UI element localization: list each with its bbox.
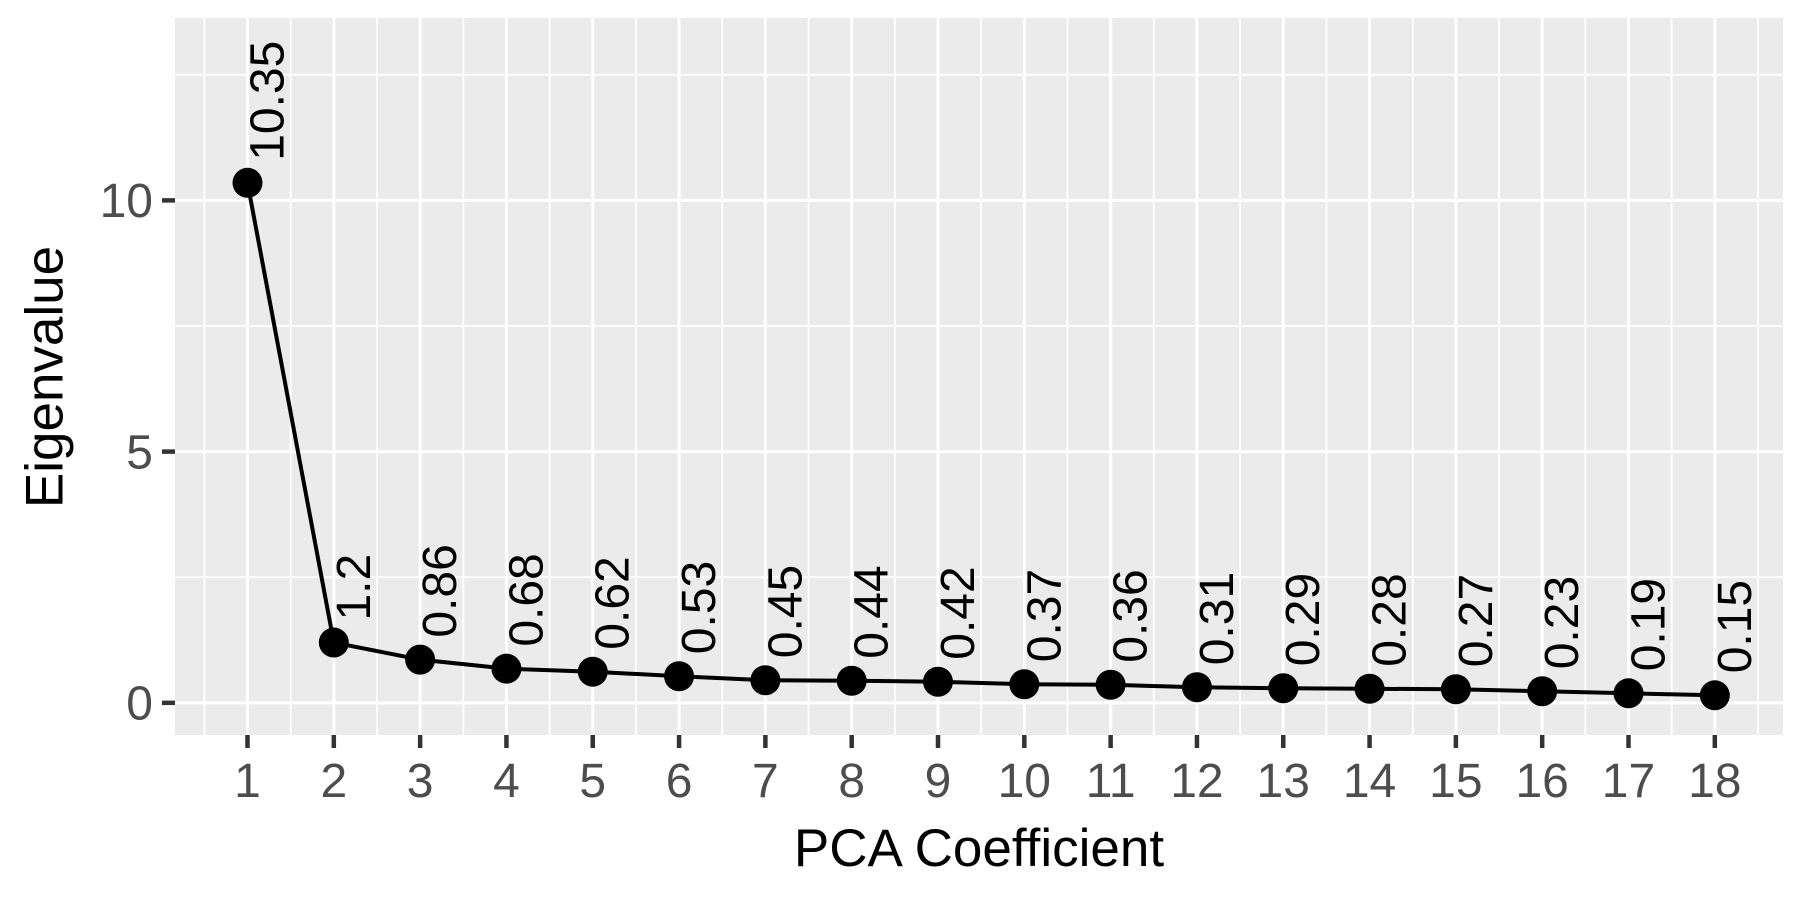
data-point-label: 0.53 [673,561,726,654]
x-tick-label: 18 [1688,755,1741,808]
x-tick-label: 16 [1515,755,1568,808]
x-tick-label: 12 [1170,755,1223,808]
panel-background [175,18,1783,735]
x-tick-label: 10 [998,755,1051,808]
y-tick-label: 5 [126,426,153,479]
y-tick-label: 10 [100,175,153,228]
data-point-label: 0.28 [1364,573,1417,666]
data-point-label: 0.29 [1277,573,1330,666]
x-tick-label: 14 [1343,755,1396,808]
data-point [836,665,867,696]
data-point [405,644,436,675]
data-point-label: 0.44 [846,565,899,658]
data-point [1527,676,1558,707]
data-point-label: 0.31 [1191,572,1244,665]
label-layer: 10.35 1.2 0.86 0.68 0.62 0.53 0.45 0.44 0.42 0.37… [242,41,1762,674]
data-point-label: 0.23 [1536,576,1589,669]
data-point [318,627,349,658]
x-tick-label: 17 [1602,755,1655,808]
x-tick-label: 4 [493,755,520,808]
x-tick-label: 7 [752,755,779,808]
data-point-label: 0.15 [1709,580,1762,673]
x-axis-title: PCA Coefficient [794,819,1164,878]
data-point-label: 10.35 [242,41,295,161]
data-point [750,665,781,696]
data-point [1699,680,1730,711]
series-layer [232,167,1730,711]
data-point [577,656,608,687]
data-point [664,661,695,692]
x-tick-label: 2 [320,755,347,808]
data-point [923,666,954,697]
x-tick-label: 8 [838,755,865,808]
x-tick-label: 3 [407,755,434,808]
x-tick-label: 15 [1429,755,1482,808]
y-axis-title: Eigenvalue [16,246,75,508]
data-point [1268,673,1299,704]
data-point [1440,674,1471,705]
data-point-label: 0.27 [1450,574,1503,667]
grid-layer [175,18,1783,735]
data-point [1009,669,1040,700]
panel-layer [175,18,1783,735]
data-point-label: 1.2 [328,554,381,621]
data-point-label: 0.45 [759,565,812,658]
x-tick-label: 5 [579,755,606,808]
data-point [491,653,522,684]
data-point [1181,672,1212,703]
data-point-label: 0.62 [587,556,640,649]
data-point [232,167,263,198]
data-point-label: 0.19 [1623,578,1676,671]
x-tick-label: 13 [1257,755,1310,808]
x-tick-label: 9 [925,755,952,808]
data-point-label: 0.37 [1018,569,1071,662]
data-point [1354,673,1385,704]
data-point-label: 0.36 [1105,569,1158,662]
data-point-label: 0.42 [932,566,985,659]
x-tick-label: 11 [1086,755,1136,808]
x-tick-label: 1 [234,755,261,808]
data-point-label: 0.86 [414,544,467,637]
data-point-label: 0.68 [500,553,553,646]
y-tick-label: 0 [126,678,153,731]
data-point [1095,669,1126,700]
data-point [1613,678,1644,709]
x-tick-label: 6 [666,755,693,808]
